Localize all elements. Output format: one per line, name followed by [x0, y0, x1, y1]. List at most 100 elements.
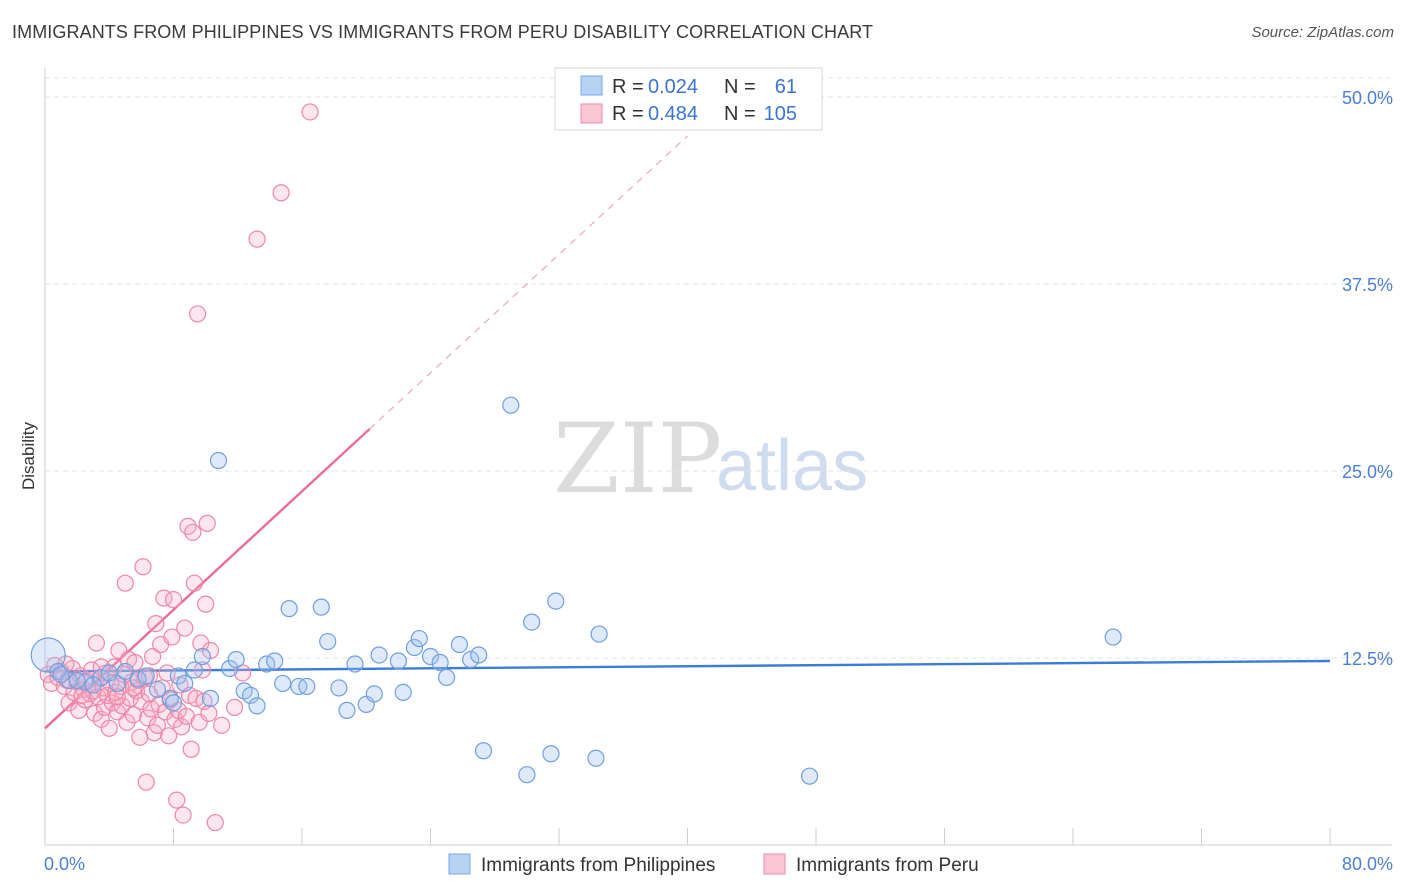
point-philippines-30	[319, 632, 337, 651]
point-philippines-17	[209, 451, 228, 470]
point-peru-57	[147, 614, 165, 633]
point-peru-19	[86, 704, 104, 722]
point-philippines-50	[523, 613, 541, 631]
point-philippines-58	[68, 671, 86, 690]
point-peru-92	[206, 813, 224, 832]
point-peru-103	[124, 679, 142, 697]
point-philippines-54	[590, 625, 608, 643]
point-philippines-60	[100, 664, 118, 682]
point-philippines-37	[389, 652, 407, 670]
series-legend-label-philippines: Immigrants from Philippines	[481, 855, 715, 876]
point-peru-81	[185, 574, 203, 592]
x-tick-labels: 0.0% 80.0%	[44, 854, 1393, 874]
point-philippines-25	[274, 674, 292, 693]
watermark-atlas: atlas	[716, 426, 868, 506]
point-philippines-59	[84, 676, 102, 694]
point-peru-47	[131, 728, 149, 746]
point-peru-97	[272, 184, 290, 202]
series-legend-swatch-peru	[763, 853, 786, 875]
point-philippines-38	[394, 683, 412, 702]
point-philippines-26	[280, 600, 298, 618]
point-philippines-52	[547, 592, 565, 610]
point-philippines-32	[338, 701, 356, 719]
legend-r-value-1: 0.024	[648, 76, 698, 98]
point-philippines-18	[221, 659, 239, 678]
trend-line-peru	[44, 428, 371, 730]
point-peru-96	[248, 230, 266, 248]
x-tick-label-0: 0.0%	[44, 854, 85, 874]
point-philippines-36	[370, 646, 388, 664]
x-tick-label-1: 80.0%	[1342, 854, 1393, 874]
point-peru-20	[87, 634, 106, 652]
legend-swatch-peru	[580, 103, 603, 124]
point-philippines-33	[346, 655, 364, 673]
trend-line-philippines	[44, 659, 1331, 673]
chart-title: IMMIGRANTS FROM PHILIPPINES VS IMMIGRANT…	[12, 22, 874, 42]
point-peru-90	[200, 704, 218, 722]
point-philippines-35	[365, 685, 383, 703]
point-philippines-55	[800, 767, 819, 785]
point-peru-74	[174, 806, 192, 824]
point-peru-55	[144, 647, 162, 666]
legend-n-value-2: 105	[764, 103, 797, 125]
point-philippines-11	[164, 694, 183, 712]
point-philippines-19	[227, 650, 245, 669]
legend-r-label-2: R =	[612, 103, 644, 125]
point-peru-102	[108, 688, 126, 706]
legend-n-label-1: N =	[724, 76, 756, 98]
point-peru-89	[198, 514, 216, 532]
point-peru-28	[100, 719, 118, 737]
watermark-zip: ZIP	[553, 403, 722, 515]
point-philippines-15	[193, 647, 212, 666]
legend-r-value-2: 0.484	[648, 103, 698, 125]
source-label: Source: ZipAtlas.com	[1251, 24, 1394, 41]
point-philippines-8	[137, 667, 155, 685]
legend-n-label-2: N =	[724, 103, 756, 125]
point-philippines-21	[242, 686, 260, 705]
point-peru-94	[225, 698, 244, 716]
point-philippines-29	[312, 598, 330, 616]
point-philippines-16	[201, 689, 220, 707]
trend-line-peru-extension	[369, 135, 688, 430]
gridlines	[45, 77, 1392, 659]
point-philippines-41	[421, 647, 440, 666]
point-peru-54	[142, 700, 160, 718]
point-peru-80	[184, 523, 202, 541]
point-peru-49	[134, 558, 152, 576]
point-philippines-44	[450, 635, 469, 654]
legend-r-label-1: R =	[612, 76, 644, 98]
y-tick-labels: 12.5% 25.0% 37.5% 50.0%	[1342, 88, 1393, 669]
point-peru-88	[197, 595, 215, 613]
trend-lines	[44, 135, 1331, 730]
point-peru-68	[164, 591, 183, 609]
point-philippines-31	[330, 679, 348, 697]
y-tick-label-2: 37.5%	[1342, 275, 1393, 295]
point-peru-58	[148, 716, 167, 734]
point-peru-83	[188, 305, 207, 323]
point-peru-38	[116, 574, 134, 592]
point-philippines-13	[176, 674, 194, 693]
point-philippines-56	[1104, 628, 1122, 646]
point-peru-70	[168, 791, 186, 809]
point-philippines-53	[587, 749, 605, 767]
point-philippines-39	[405, 638, 424, 657]
point-philippines-49	[518, 766, 536, 784]
point-peru-73	[172, 718, 191, 736]
point-philippines-51	[542, 745, 560, 763]
y-tick-label-0: 12.5%	[1342, 649, 1393, 669]
point-philippines-45	[462, 650, 480, 669]
point-peru-0	[39, 665, 57, 684]
point-philippines-47	[474, 742, 493, 760]
point-peru-79	[182, 740, 200, 758]
point-philippines-1	[49, 662, 67, 681]
point-peru-93	[213, 716, 231, 734]
y-axis-label: Disability	[19, 421, 38, 490]
point-peru-64	[158, 664, 176, 682]
data-points	[30, 103, 1122, 832]
point-philippines-14	[185, 661, 203, 679]
series-legend-swatch-philippines	[448, 853, 471, 875]
point-philippines-40	[410, 629, 428, 648]
axes	[44, 68, 1392, 846]
point-philippines-48	[502, 396, 520, 414]
legend-n-value-1: 61	[775, 76, 797, 98]
